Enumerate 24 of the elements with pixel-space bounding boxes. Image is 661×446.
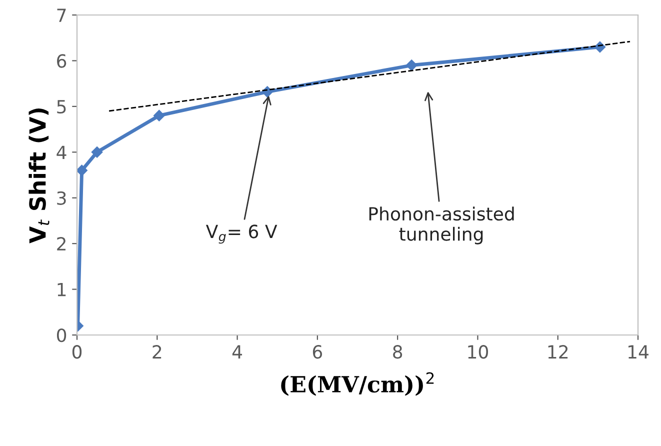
- x-tick-label: 14: [628, 345, 648, 358]
- y-tick-label: 4: [56, 146, 66, 160]
- x-tick-label: 10: [468, 345, 488, 359]
- point: [154, 110, 165, 122]
- y-tick-label: 3: [57, 191, 66, 205]
- x-tick-label: 4: [232, 345, 242, 358]
- x-tick-label: 6: [312, 345, 322, 359]
- x-tick-label: 0: [72, 345, 82, 359]
- point: [77, 164, 88, 176]
- x-tick-label: 12: [548, 345, 568, 358]
- point: [91, 146, 103, 158]
- x-tick-label: 2: [152, 345, 162, 358]
- y-tick-label: 0: [56, 328, 66, 342]
- annotation: Phonon-assisted tunneling: [369, 206, 514, 244]
- y-tick-label: 7: [57, 8, 66, 22]
- annotation: V$_{g}$= 6 V: [206, 224, 278, 244]
- y-tick-label: 2: [57, 237, 66, 250]
- y-tick-label: 1: [58, 282, 66, 296]
- y-tick-label: 6: [57, 54, 66, 68]
- x-tick-label: 8: [393, 345, 402, 359]
- point: [406, 60, 418, 71]
- y-tick-label: 5: [57, 100, 66, 114]
- y-axis-title: V$_{t}$ Shift (V): [28, 108, 50, 244]
- x-axis-title: (E(MV/cm))$^{2}$: [281, 372, 434, 396]
